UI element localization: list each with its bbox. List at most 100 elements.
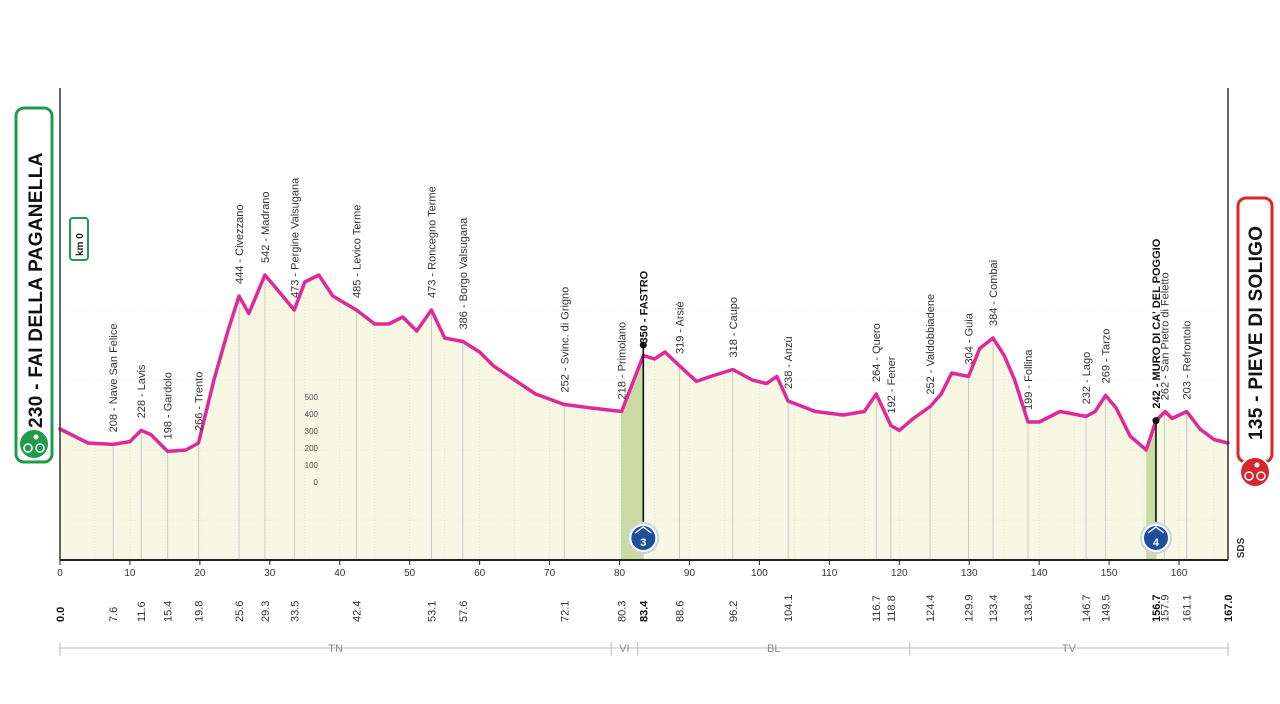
- x-axis: 0 10 20 30 40 50 60 70 80 90 100 110 120 130 140 150 160…: [57, 88, 1247, 579]
- waypoint-label: 319 - Arsiè: [675, 301, 687, 354]
- waypoint-km: 15.4: [163, 601, 175, 622]
- start-marker-label: 230 - FAI DELLA PAGANELLA: [26, 152, 47, 428]
- altitude-scale-label: 300: [305, 427, 319, 436]
- x-tick-label: 110: [821, 568, 837, 579]
- waypoint-label: 473 - Pergine Valsugana: [289, 177, 301, 298]
- waypoint-label: 252 - Valdobbiadene: [925, 294, 937, 395]
- waypoint-label: 199 - Follina: [1023, 349, 1035, 410]
- waypoint-km: 53.1: [426, 601, 438, 622]
- waypoint-km: 104.1: [783, 594, 795, 622]
- altitude-scale-label: 0: [314, 478, 319, 487]
- waypoint-km: 88.6: [675, 601, 687, 622]
- region-label: TN: [328, 643, 343, 655]
- waypoint-km: 29.3: [260, 601, 272, 622]
- waypoint-km: 146.7: [1081, 594, 1093, 622]
- x-tick-label: 60: [474, 568, 486, 579]
- start-cyclist-wheel: [23, 443, 33, 453]
- start-finish-markers: 230 - FAI DELLA PAGANELLA km 0 135 - PIEVE…: [14, 106, 1274, 488]
- waypoint-label: 203 - Refrontolo: [1182, 321, 1194, 400]
- waypoint-km: 72.1: [559, 601, 571, 622]
- km-zero-label: km 0: [75, 233, 86, 256]
- waypoint-km: 124.4: [925, 594, 937, 622]
- waypoint-km: 96.2: [728, 601, 740, 622]
- start-cyclist-head: [33, 434, 39, 440]
- waypoint-label: 473 - Roncegno Terme: [426, 186, 438, 298]
- x-tick-label: 40: [334, 568, 346, 579]
- region-bar: TN VI BL TV: [59, 642, 1229, 656]
- waypoint-label: 318 - Caupo: [728, 297, 740, 358]
- x-tick-label: 20: [194, 568, 206, 579]
- waypoint-label: 266 - Trento: [194, 372, 206, 431]
- x-tick-label: 10: [124, 568, 136, 579]
- profile-line: [58, 273, 1230, 454]
- waypoint-label: 304 - Guia: [964, 312, 976, 364]
- x-tick-label: 50: [404, 568, 416, 579]
- start-cyclist-icon: [18, 428, 50, 460]
- waypoint-km: 19.8: [194, 601, 206, 622]
- waypoint-km: 118.8: [886, 595, 898, 622]
- finish-cyclist-icon: [1239, 456, 1271, 488]
- waypoint-label: 198 - Gardolo: [163, 372, 175, 439]
- altitude-scale-label: 100: [305, 461, 319, 470]
- waypoint-km-labels: 7.6 11.6 15.4 19.8 25.6 29.3 33.5 42.4 53.1 57.6 7…: [55, 594, 1235, 622]
- x-tick-label: 90: [684, 568, 696, 579]
- x-tick-label: 140: [1031, 568, 1048, 579]
- region-label: VI: [619, 643, 629, 655]
- waypoint-label: 232 - Lago: [1081, 352, 1093, 405]
- altitude-scale-label: 400: [305, 410, 319, 419]
- waypoint-label: 192 - Fener: [886, 356, 898, 413]
- waypoint-km: 11.6: [136, 601, 148, 622]
- altitude-scale-label: 500: [305, 393, 319, 402]
- waypoint-label: 384 - Combai: [988, 260, 1000, 326]
- waypoint-km: 83.4: [638, 600, 650, 622]
- x-tick-label: 30: [264, 568, 276, 579]
- waypoint-label: 218 - Primolano: [617, 322, 629, 400]
- finish-cyclist-wheel: [1244, 471, 1254, 481]
- climb-badge-peak: [634, 526, 652, 534]
- finish-marker-label: 135 - PIEVE DI SOLIGO: [1246, 226, 1267, 440]
- waypoint-km: 138.4: [1023, 594, 1035, 622]
- climb-badge-peak: [1147, 526, 1165, 534]
- waypoint-label: 228 - Lavis: [136, 364, 148, 418]
- waypoint-km: 129.9: [964, 594, 976, 622]
- waypoint-label: 208 - Nave San Felice: [108, 324, 120, 433]
- x-tick-label: 150: [1101, 568, 1118, 579]
- x-tick-label: 70: [544, 568, 556, 579]
- waypoint-km: 80.3: [617, 601, 629, 622]
- waypoint-km: 33.5: [289, 601, 301, 622]
- finish-cyclist-head: [1254, 462, 1260, 468]
- waypoint-label: 269 - Tarzo: [1101, 329, 1113, 384]
- start-cyclist-wheel: [35, 443, 45, 453]
- waypoint-km: 25.6: [234, 601, 246, 622]
- waypoint-label: 264 - Quero: [871, 323, 883, 382]
- waypoint-label: 238 - Anzù: [783, 336, 795, 389]
- climb-category: 4: [1153, 537, 1160, 549]
- waypoint-labels: 208 - Nave San Felice 228 - Lavis 198 - Ga…: [108, 177, 1194, 440]
- waypoint-km: 57.6: [458, 601, 470, 622]
- waypoint-km: 161.1: [1182, 594, 1194, 622]
- waypoint-km: 116.7: [871, 595, 883, 622]
- waypoint-km: 149.5: [1101, 594, 1113, 622]
- climb-category: 3: [640, 537, 646, 549]
- waypoint-km: 7.6: [108, 607, 120, 622]
- x-tick-label: 160: [1171, 568, 1188, 579]
- climb-summit-dot: [639, 341, 647, 349]
- waypoint-label: 252 - Svinc. di Grigno: [559, 287, 571, 393]
- altitude-scale-label: 200: [305, 444, 319, 453]
- x-tick-label: 120: [891, 568, 908, 579]
- waypoint-km: 133.4: [988, 594, 1000, 622]
- region-label: TV: [1062, 643, 1077, 655]
- waypoint-label: 485 - Levico Terme: [352, 205, 364, 298]
- waypoint-km: 42.4: [352, 601, 364, 622]
- climb-summit-dot: [1152, 417, 1160, 425]
- waypoint-km: 156.7: [1151, 594, 1163, 622]
- waypoint-label: 444 - Civezzano: [234, 205, 246, 285]
- waypoint-label: 242 - MURO DI CA' DEL POGGIO: [1151, 238, 1163, 408]
- waypoint-label: 542 - Madrano: [260, 191, 272, 263]
- km-zero-badge: [69, 217, 89, 261]
- start-marker-box: [14, 106, 54, 464]
- x-tick-label: 100: [751, 568, 768, 579]
- start-km: 0.0: [55, 607, 67, 622]
